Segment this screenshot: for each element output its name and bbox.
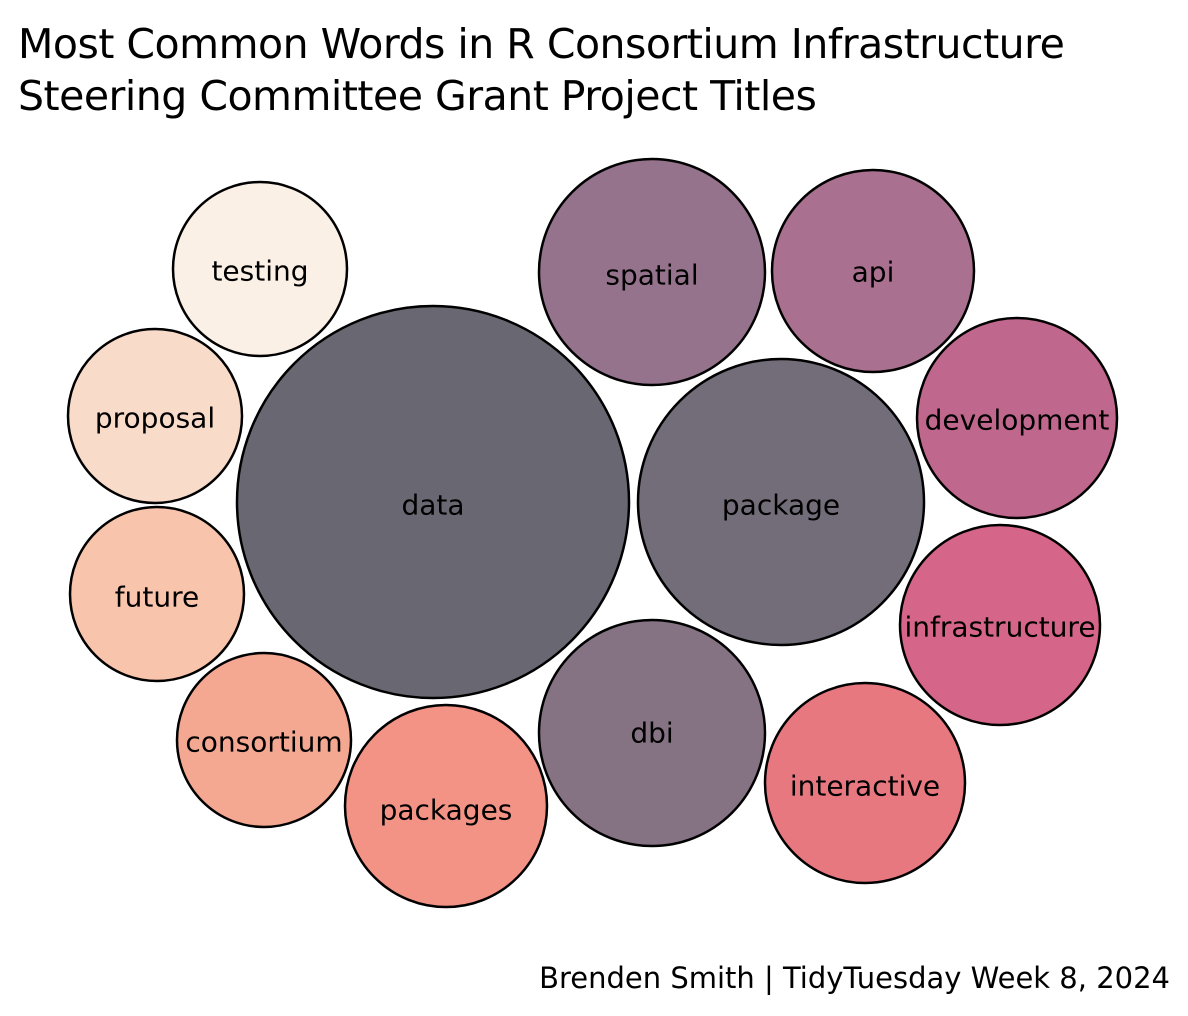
- bubble-label-spatial: spatial: [605, 259, 698, 292]
- bubble-label-consortium: consortium: [185, 726, 342, 759]
- bubble-label-future: future: [115, 581, 199, 614]
- bubble-data: data: [235, 304, 631, 700]
- bubble-label-api: api: [852, 256, 895, 289]
- chart-title: Most Common Words in R Consortium Infras…: [18, 18, 1168, 122]
- bubble-package: package: [636, 357, 926, 647]
- chart-title-line-2: Steering Committee Grant Project Titles: [18, 72, 817, 120]
- bubble-label-testing: testing: [211, 255, 308, 288]
- bubble-spatial: spatial: [537, 157, 767, 387]
- bubble-label-proposal: proposal: [95, 402, 215, 435]
- bubble-proposal: proposal: [66, 327, 244, 505]
- bubble-testing: testing: [171, 180, 349, 358]
- bubble-circle-packages: [343, 703, 549, 909]
- bubble-dbi: dbi: [537, 618, 767, 848]
- bubble-circle-interactive: [763, 681, 967, 885]
- bubble-label-dbi: dbi: [630, 717, 673, 750]
- bubble-circle-future: [68, 505, 246, 683]
- bubble-consortium: consortium: [175, 651, 353, 829]
- bubble-packages: packages: [343, 703, 549, 909]
- bubble-circle-testing: [171, 180, 349, 358]
- bubble-interactive: interactive: [763, 681, 967, 885]
- bubble-future: future: [68, 505, 246, 683]
- bubble-circle-consortium: [175, 651, 353, 829]
- bubble-circle-package: [636, 357, 926, 647]
- bubble-circle-development: [915, 316, 1119, 520]
- bubble-circle-spatial: [537, 157, 767, 387]
- chart-title-line-1: Most Common Words in R Consortium Infras…: [18, 20, 1065, 68]
- bubble-circle-dbi: [537, 618, 767, 848]
- bubble-circle-data: [235, 304, 631, 700]
- bubble-api: api: [770, 168, 976, 374]
- bubble-circle-proposal: [66, 327, 244, 505]
- bubble-development: development: [915, 316, 1119, 520]
- bubble-label-development: development: [925, 404, 1110, 437]
- bubble-label-package: package: [722, 489, 840, 522]
- bubble-label-data: data: [401, 489, 464, 522]
- bubble-infrastructure: infrastructure: [898, 523, 1102, 727]
- chart-caption: Brenden Smith | TidyTuesday Week 8, 2024: [539, 961, 1170, 995]
- bubble-label-packages: packages: [380, 794, 513, 827]
- bubble-label-infrastructure: infrastructure: [904, 611, 1095, 644]
- bubble-circle-api: [770, 168, 976, 374]
- bubble-circle-infrastructure: [898, 523, 1102, 727]
- bubble-label-interactive: interactive: [790, 770, 940, 803]
